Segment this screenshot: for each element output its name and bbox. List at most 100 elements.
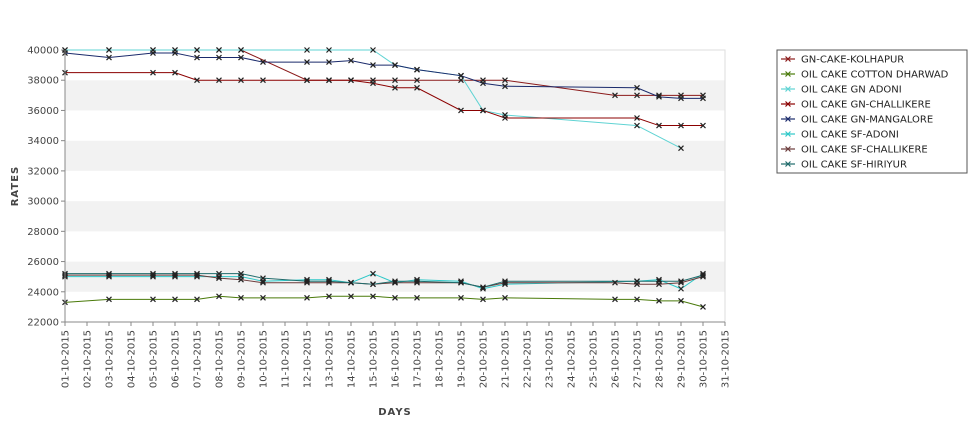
data-point xyxy=(326,47,332,53)
x-tick-label: 17-10-2015 xyxy=(413,330,424,388)
data-point xyxy=(216,270,222,277)
data-point xyxy=(370,80,376,87)
data-point xyxy=(370,281,376,288)
data-point xyxy=(194,47,200,53)
data-point xyxy=(348,57,354,64)
data-point xyxy=(370,62,376,69)
data-point xyxy=(194,77,200,84)
data-point xyxy=(260,294,266,301)
data-point xyxy=(106,47,112,53)
x-tick-label: 24-10-2015 xyxy=(567,330,578,388)
data-point xyxy=(656,93,662,100)
grid-band xyxy=(65,170,725,202)
legend-box xyxy=(776,49,968,174)
legend-label: OIL CAKE SF-CHALLIKERE xyxy=(801,145,928,156)
legend-marker xyxy=(785,56,791,62)
data-point xyxy=(414,278,420,285)
data-point xyxy=(194,270,200,277)
data-point xyxy=(458,279,464,286)
x-tick-label: 12-10-2015 xyxy=(303,330,314,388)
x-axis-title: DAYS xyxy=(378,407,412,418)
data-point xyxy=(634,115,640,121)
x-tick-label: 07-10-2015 xyxy=(193,330,204,388)
x-tick-label: 26-10-2015 xyxy=(611,330,622,388)
y-tick-label: 40000 xyxy=(27,46,59,57)
data-point xyxy=(194,54,200,61)
data-point xyxy=(634,84,640,91)
data-point xyxy=(392,279,398,286)
data-point xyxy=(392,84,398,91)
data-point xyxy=(304,294,310,301)
data-point xyxy=(392,62,398,69)
data-point xyxy=(480,296,486,303)
data-point xyxy=(216,293,222,300)
data-point xyxy=(392,278,398,285)
data-point xyxy=(304,59,310,66)
data-point xyxy=(326,279,332,286)
y-tick-label: 32000 xyxy=(27,166,59,177)
y-tick-label: 28000 xyxy=(27,227,59,238)
grid-band xyxy=(65,110,725,141)
data-point xyxy=(172,270,178,277)
data-point xyxy=(216,47,222,53)
data-point xyxy=(656,92,662,99)
data-point xyxy=(150,50,156,56)
legend-label: OIL CAKE SF-HIRIYUR xyxy=(801,160,907,171)
data-point xyxy=(194,296,200,303)
series-line-2 xyxy=(64,295,704,308)
data-point xyxy=(678,297,684,304)
data-point xyxy=(150,272,156,279)
y-tick-label: 26000 xyxy=(27,257,59,268)
data-point xyxy=(348,293,354,300)
x-tick-label: 25-10-2015 xyxy=(589,330,600,388)
data-point xyxy=(700,95,706,102)
x-tick-label: 03-10-2015 xyxy=(105,330,116,388)
legend-marker xyxy=(785,86,791,92)
data-point xyxy=(172,69,178,76)
x-tick-label: 18-10-2015 xyxy=(435,330,446,388)
data-point xyxy=(238,294,244,301)
legend-label: OIL CAKE GN-MANGALORE xyxy=(801,115,933,126)
y-tick-label: 24000 xyxy=(27,287,59,298)
data-point xyxy=(656,297,662,304)
data-point xyxy=(238,276,244,283)
data-point xyxy=(260,279,266,286)
data-point xyxy=(216,77,222,84)
legend-marker xyxy=(785,131,791,137)
data-point xyxy=(304,47,310,53)
data-point xyxy=(304,278,310,285)
data-point xyxy=(326,293,332,300)
legend-marker xyxy=(785,116,791,122)
series-line-4 xyxy=(65,72,703,127)
data-point xyxy=(612,279,618,286)
x-tick-label: 06-10-2015 xyxy=(171,330,182,388)
x-tick-label: 30-10-2015 xyxy=(699,330,710,388)
data-point xyxy=(172,50,178,56)
grid-bands xyxy=(64,49,726,323)
data-point xyxy=(194,272,200,279)
data-point xyxy=(216,54,222,61)
data-point xyxy=(678,279,684,286)
y-tick-label: 38000 xyxy=(27,76,59,87)
data-point xyxy=(392,294,398,301)
x-tick-label: 21-10-2015 xyxy=(501,330,512,388)
data-point xyxy=(370,47,376,53)
data-point xyxy=(150,296,156,303)
x-tick-label: 05-10-2015 xyxy=(149,330,160,388)
x-tick-label: 01-10-2015 xyxy=(61,330,72,388)
grid-band xyxy=(65,140,725,171)
y-tick-label: 30000 xyxy=(27,197,59,208)
x-tick-label: 04-10-2015 xyxy=(127,330,138,388)
y-axis-title: RATES xyxy=(10,166,21,207)
data-point xyxy=(480,80,486,87)
data-point xyxy=(502,83,508,90)
x-tick-label: 10-10-2015 xyxy=(259,330,270,388)
data-point xyxy=(172,296,178,303)
x-tick-label: 02-10-2015 xyxy=(83,330,94,388)
legend-label: OIL CAKE GN-CHALLIKERE xyxy=(801,100,931,111)
legend-marker xyxy=(785,71,791,77)
data-point xyxy=(634,278,640,285)
data-point xyxy=(414,294,420,301)
x-tick-label: 22-10-2015 xyxy=(523,330,534,388)
